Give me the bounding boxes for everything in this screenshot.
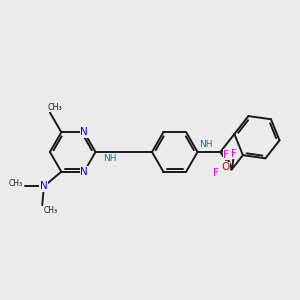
Text: F: F bbox=[214, 167, 219, 178]
Text: N: N bbox=[80, 127, 88, 137]
Text: N: N bbox=[80, 167, 88, 177]
Text: O: O bbox=[221, 162, 229, 172]
Text: N: N bbox=[40, 182, 48, 191]
Text: CH₃: CH₃ bbox=[48, 103, 63, 112]
Text: CH₃: CH₃ bbox=[9, 179, 23, 188]
Text: F: F bbox=[223, 149, 229, 160]
Text: F: F bbox=[231, 148, 237, 158]
Text: NH: NH bbox=[103, 154, 117, 164]
Text: CH₃: CH₃ bbox=[43, 206, 57, 214]
Text: NH: NH bbox=[199, 140, 212, 148]
